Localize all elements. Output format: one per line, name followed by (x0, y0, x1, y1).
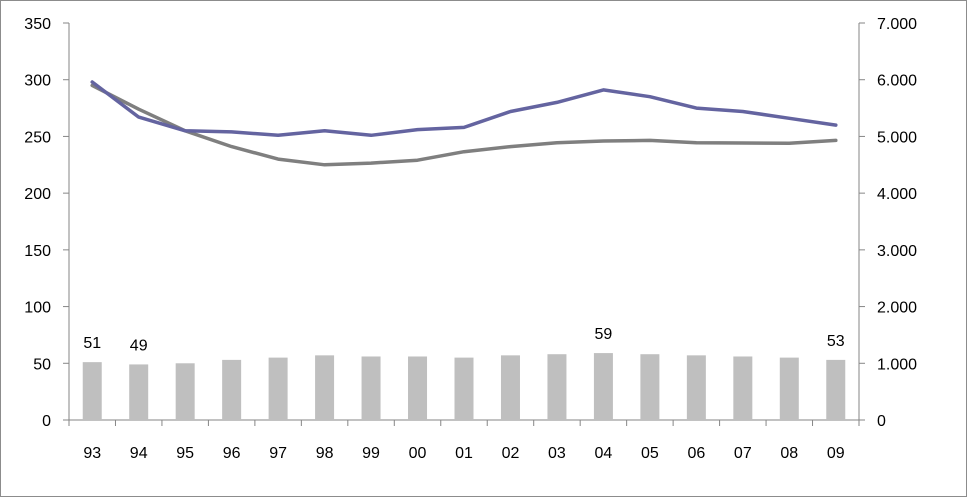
x-tick-label: 96 (223, 445, 241, 462)
left-tick-label: 200 (24, 186, 51, 203)
bar (640, 354, 660, 420)
x-tick-label: 04 (595, 445, 613, 462)
right-tick-label: 4.000 (877, 186, 917, 203)
bar (454, 357, 474, 420)
x-tick-label: 97 (269, 445, 287, 462)
bar (408, 356, 428, 420)
axes: 05010015020025030035001.0002.0003.0004.0… (24, 16, 917, 462)
left-tick-label: 50 (33, 356, 51, 373)
bar-data-label: 53 (827, 333, 845, 350)
x-tick-label: 09 (827, 445, 845, 462)
left-tick-label: 150 (24, 243, 51, 260)
right-tick-label: 1.000 (877, 356, 917, 373)
bar (82, 362, 102, 420)
bar (826, 359, 846, 420)
bar (315, 355, 335, 420)
right-tick-label: 3.000 (877, 243, 917, 260)
right-tick-label: 7.000 (877, 16, 917, 33)
bar (547, 354, 567, 420)
right-tick-label: 2.000 (877, 300, 917, 317)
bar (361, 356, 381, 420)
x-tick-label: 06 (687, 445, 705, 462)
right-tick-label: 0 (877, 413, 886, 430)
data-labels: 51 49 59 53 (83, 326, 844, 354)
bar (268, 357, 288, 420)
x-tick-label: 02 (502, 445, 520, 462)
left-tick-label: 0 (42, 413, 51, 430)
bar-data-label: 51 (83, 335, 101, 352)
x-tick-label: 93 (83, 445, 101, 462)
left-tick-label: 350 (24, 16, 51, 33)
x-tick-label: 99 (362, 445, 380, 462)
x-tick-label: 94 (130, 445, 148, 462)
x-tick-label: 98 (316, 445, 334, 462)
line-series-1 (90, 83, 838, 167)
bar (500, 355, 520, 420)
bar-data-label: 49 (130, 337, 148, 354)
left-tick-label: 300 (24, 73, 51, 90)
bar (129, 364, 149, 420)
left-tick-label: 100 (24, 300, 51, 317)
line-series-0 (90, 80, 838, 138)
right-tick-label: 6.000 (877, 73, 917, 90)
line-series (90, 80, 838, 167)
x-tick-label: 08 (780, 445, 798, 462)
bar (733, 356, 753, 420)
bar (686, 355, 706, 420)
x-tick-label: 05 (641, 445, 659, 462)
x-tick-label: 00 (409, 445, 427, 462)
bar-data-label: 59 (595, 326, 613, 343)
x-tick-label: 03 (548, 445, 566, 462)
bar (779, 357, 799, 420)
x-tick-label: 95 (176, 445, 194, 462)
x-tick-label: 07 (734, 445, 752, 462)
x-tick-label: 01 (455, 445, 473, 462)
bar-series (82, 353, 846, 420)
bar (593, 353, 613, 420)
right-tick-label: 5.000 (877, 129, 917, 146)
bar (175, 363, 195, 420)
bar (222, 359, 242, 420)
left-tick-label: 250 (24, 129, 51, 146)
